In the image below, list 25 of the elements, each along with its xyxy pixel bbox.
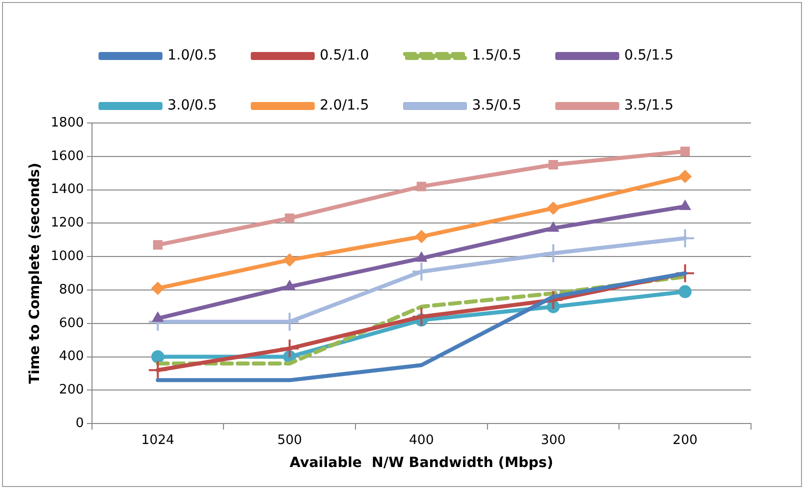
- legend-label: 3.0/0.5: [168, 98, 217, 114]
- y-tick-label: 1400: [50, 182, 84, 198]
- y-tick-label: 200: [59, 382, 84, 398]
- y-tick-label: 0: [76, 416, 84, 431]
- y-tick-label: 1800: [50, 115, 84, 130]
- x-tick-label: 200: [672, 432, 698, 448]
- legend-label: 1.0/0.5: [168, 48, 217, 64]
- x-tick-label: 1024: [141, 432, 174, 448]
- legend-label: 1.5/0.5: [472, 48, 522, 64]
- y-tick-label: 400: [59, 349, 84, 364]
- x-tick-label: 300: [540, 432, 566, 448]
- legend-label: 3.5/0.5: [472, 98, 522, 114]
- y-axis-title: Time to Complete (seconds): [27, 162, 44, 384]
- legend-label: 0.5/1.5: [624, 48, 674, 64]
- x-axis-title: Available N/W Bandwidth (Mbps): [290, 455, 554, 472]
- legend-label: 2.0/1.5: [320, 98, 370, 114]
- y-tick-label: 1000: [50, 248, 84, 264]
- legend-label: 3.5/1.5: [624, 98, 674, 114]
- y-tick-label: 800: [59, 282, 84, 298]
- y-tick-label: 600: [59, 316, 84, 331]
- y-tick-label: 1600: [50, 148, 84, 164]
- legend-label: 0.5/1.0: [320, 48, 370, 64]
- y-tick-label: 1200: [50, 216, 84, 231]
- x-tick-label: 400: [409, 432, 434, 448]
- x-tick-label: 500: [277, 432, 302, 448]
